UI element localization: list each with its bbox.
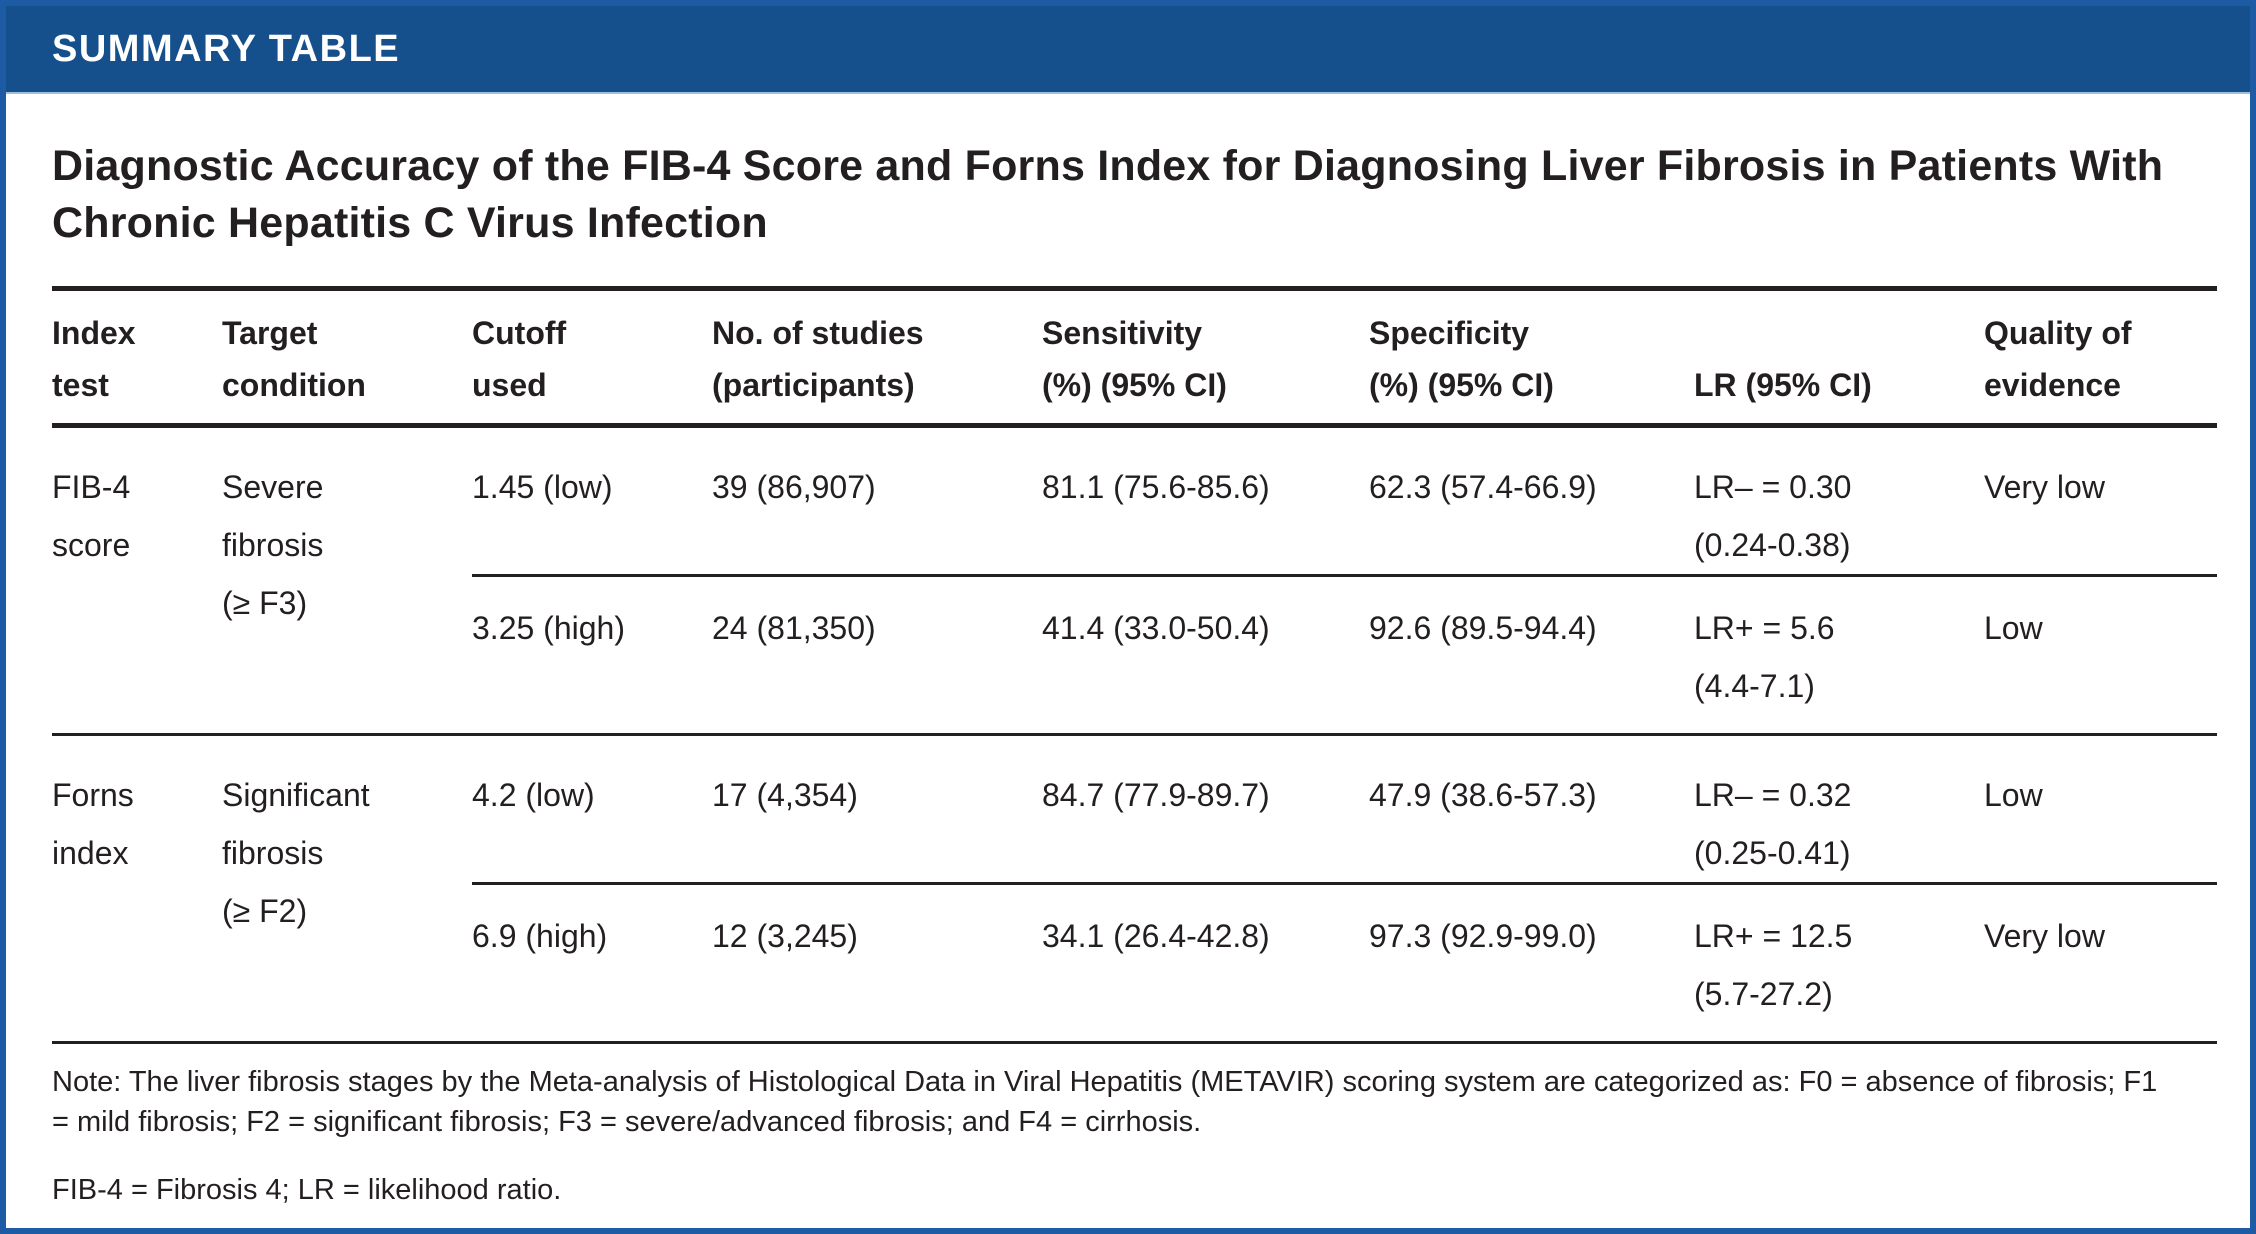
cell-quality: Low [1984, 777, 2043, 813]
column-header-target-condition: Target condition [222, 315, 366, 403]
rule-top [52, 286, 2217, 291]
column-header-sensitivity: Sensitivity (%) (95% CI) [1042, 315, 1227, 403]
cell-index-test-fib4: FIB-4 score [52, 469, 131, 563]
cell-quality: Very low [1984, 918, 2105, 954]
cell-specificity: 92.6 (89.5-94.4) [1369, 610, 1597, 646]
column-header-cutoff-used: Cutoff used [472, 315, 567, 403]
cell-specificity: 62.3 (57.4-66.9) [1369, 469, 1597, 505]
cell-specificity: 97.3 (92.9-99.0) [1369, 918, 1597, 954]
summary-table: Index test Target condition Cutoff used … [52, 286, 2217, 1044]
cell-cutoff: 1.45 (low) [472, 469, 613, 505]
cell-studies: 12 (3,245) [712, 918, 858, 954]
content-area: Diagnostic Accuracy of the FIB-4 Score a… [6, 138, 2250, 1210]
cell-sensitivity: 84.7 (77.9-89.7) [1042, 777, 1270, 813]
cell-lr: LR+ = 12.5 (5.7-27.2) [1694, 918, 1853, 1012]
cell-lr: LR– = 0.32 (0.25-0.41) [1694, 777, 1852, 871]
cell-target-condition-forns: Significant fibrosis (≥ F2) [222, 777, 370, 929]
rule-header-bottom [52, 423, 2217, 428]
cell-studies: 17 (4,354) [712, 777, 858, 813]
cell-cutoff: 4.2 (low) [472, 777, 595, 813]
cell-specificity: 47.9 (38.6-57.3) [1369, 777, 1597, 813]
column-header-lr: LR (95% CI) [1694, 367, 1872, 403]
cell-cutoff: 3.25 (high) [472, 610, 625, 646]
cell-sensitivity: 81.1 (75.6-85.6) [1042, 469, 1270, 505]
cell-target-condition-fib4: Severe fibrosis (≥ F3) [222, 469, 324, 621]
cell-studies: 24 (81,350) [712, 610, 876, 646]
cell-studies: 39 (86,907) [712, 469, 876, 505]
column-header-specificity: Specificity (%) (95% CI) [1369, 315, 1554, 403]
cell-index-test-forns: Forns index [52, 777, 134, 871]
cell-quality: Very low [1984, 469, 2105, 505]
rule-group-divider [52, 733, 2217, 736]
cell-lr: LR– = 0.30 (0.24-0.38) [1694, 469, 1852, 563]
cell-quality: Low [1984, 610, 2043, 646]
summary-banner: SUMMARY TABLE [6, 6, 2250, 94]
abbreviations-note: FIB-4 = Fibrosis 4; LR = likelihood rati… [52, 1174, 562, 1206]
rule-subrow-divider [472, 574, 2217, 577]
banner-label: SUMMARY TABLE [52, 27, 401, 70]
column-header-no-of-studies: No. of studies (participants) [712, 315, 924, 403]
cell-sensitivity: 34.1 (26.4-42.8) [1042, 918, 1270, 954]
column-header-quality-of-evidence: Quality of evidence [1984, 315, 2132, 403]
cell-cutoff: 6.9 (high) [472, 918, 608, 954]
column-header-index-test: Index test [52, 315, 136, 403]
cell-sensitivity: 41.4 (33.0-50.4) [1042, 610, 1270, 646]
table-title: Diagnostic Accuracy of the FIB-4 Score a… [52, 142, 2164, 247]
rule-bottom [52, 1041, 2217, 1044]
cell-lr: LR+ = 5.6 (4.4-7.1) [1694, 610, 1835, 704]
table-note: Note: The liver fibrosis stages by the M… [52, 1066, 2158, 1138]
rule-subrow-divider [472, 882, 2217, 885]
